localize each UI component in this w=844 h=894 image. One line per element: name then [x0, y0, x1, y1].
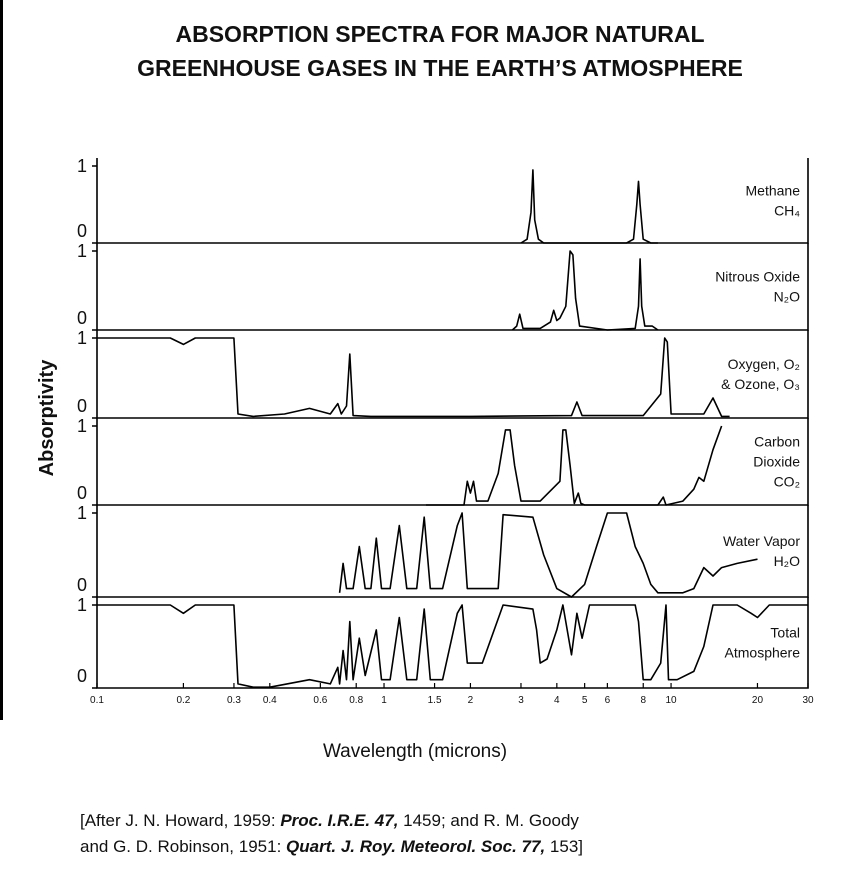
x-tick-label: 6 [605, 695, 611, 706]
caption: and G. D. Robinson, 1951: Quart. J. Roy.… [80, 837, 583, 856]
x-tick-label: 4 [554, 695, 560, 706]
panel-label: CO₂ [774, 474, 800, 490]
spectrum-line [97, 337, 730, 418]
spectrum-line [97, 604, 808, 688]
caption-part: Quart. J. Roy. Meteorol. Soc. 77, [286, 837, 545, 856]
caption-part: [After J. N. Howard, 1959: [80, 811, 280, 830]
panel-label: H₂O [774, 553, 801, 569]
panel-label: Total [770, 625, 800, 641]
y-axis-label: Absorptivity [36, 359, 58, 477]
panel-frame [96, 158, 809, 244]
caption-part: Proc. I.R.E. 47, [280, 811, 398, 830]
x-tick-label: 0.1 [90, 695, 104, 706]
y-tick-label: 1 [77, 156, 87, 176]
x-axis-label: Wavelength (microns) [323, 741, 507, 762]
x-tick-label: 0.4 [263, 695, 277, 706]
y-tick-label: 0 [77, 221, 87, 241]
panel-label: N₂O [774, 289, 801, 305]
x-tick-label: 0.8 [349, 695, 363, 706]
x-tick-label: 0.2 [176, 695, 190, 706]
panel-frame [96, 505, 809, 598]
panel-label: CH₄ [774, 203, 800, 219]
spectrum-line [338, 512, 758, 598]
spectrum-line [426, 425, 723, 506]
panel-label: Carbon [754, 434, 800, 450]
y-tick-label: 0 [77, 666, 87, 686]
x-tick-label: 2 [468, 695, 474, 706]
panel-frame [96, 243, 809, 331]
x-tick-label: 30 [802, 695, 814, 706]
panel-frame [96, 597, 809, 689]
y-tick-label: 0 [77, 308, 87, 328]
y-tick-label: 1 [77, 416, 87, 436]
x-tick-label: 3 [518, 695, 524, 706]
spectrum-line [520, 169, 658, 244]
x-tick-label: 0.3 [227, 695, 241, 706]
panel-label: & Ozone, O₃ [721, 376, 800, 392]
spectrum-line [511, 250, 659, 331]
y-tick-label: 0 [77, 575, 87, 595]
caption-part: 1459; and R. M. Goody [398, 811, 579, 830]
x-tick-label: 5 [582, 695, 588, 706]
panel-label: Dioxide [753, 454, 800, 470]
panel-frame [96, 330, 809, 419]
panel-label: Water Vapor [723, 533, 800, 549]
panel-label: Atmosphere [725, 645, 801, 661]
x-tick-label: 1.5 [428, 695, 442, 706]
caption: [After J. N. Howard, 1959: Proc. I.R.E. … [80, 811, 579, 830]
chart-title: ABSORPTION SPECTRA FOR MAJOR NATURAL [176, 21, 705, 47]
y-tick-label: 1 [77, 595, 87, 615]
edge-bar [0, 0, 3, 720]
chart-title: GREENHOUSE GASES IN THE EARTH’S ATMOSPHE… [137, 55, 743, 81]
x-tick-label: 20 [752, 695, 764, 706]
y-tick-label: 1 [77, 503, 87, 523]
panel-label: Nitrous Oxide [715, 269, 800, 285]
panel-label: Methane [746, 183, 801, 199]
y-tick-label: 1 [77, 328, 87, 348]
y-tick-label: 0 [77, 396, 87, 416]
x-tick-label: 10 [665, 695, 677, 706]
y-tick-label: 1 [77, 241, 87, 261]
caption-part: 153] [545, 837, 583, 856]
panel-label: Oxygen, O₂ [728, 356, 800, 372]
y-tick-label: 0 [77, 483, 87, 503]
panel-frame [96, 418, 809, 506]
x-tick-label: 1 [381, 695, 387, 706]
x-tick-label: 0.6 [313, 695, 327, 706]
caption-part: and G. D. Robinson, 1951: [80, 837, 286, 856]
x-tick-label: 8 [640, 695, 646, 706]
